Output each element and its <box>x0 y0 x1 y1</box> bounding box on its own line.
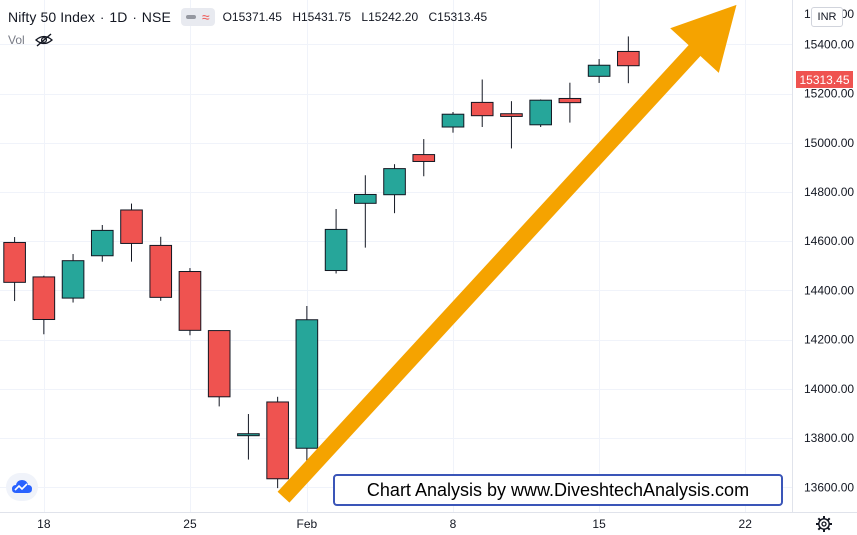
watermark-banner: Chart Analysis by www.DiveshtechAnalysis… <box>333 474 783 506</box>
candle-body <box>529 99 552 126</box>
candle[interactable] <box>470 79 494 128</box>
ohlc-key: L <box>361 10 369 24</box>
ohlc-value: 15242.20 <box>368 10 419 24</box>
candle[interactable] <box>529 99 552 128</box>
ohlc-value: 15431.75 <box>301 10 352 24</box>
price-tick-label: 15400.00 <box>804 37 854 51</box>
candle[interactable] <box>149 236 173 301</box>
candle[interactable] <box>178 268 202 336</box>
volume-label[interactable]: Vol <box>8 33 25 47</box>
candle[interactable] <box>295 305 319 473</box>
price-tick-label: 14400.00 <box>804 283 854 297</box>
candle[interactable] <box>558 82 582 123</box>
candle-body <box>470 101 494 117</box>
ohlc-key: C <box>428 10 438 24</box>
candle-body <box>120 209 143 244</box>
candle[interactable] <box>237 414 260 460</box>
candle[interactable] <box>500 101 523 149</box>
candle-body <box>383 168 406 196</box>
candle-body <box>61 260 85 299</box>
candle-body <box>207 330 231 398</box>
candle[interactable] <box>61 254 85 303</box>
candle[interactable] <box>441 112 465 133</box>
candle-body <box>354 193 377 204</box>
currency-button[interactable]: INR <box>811 7 843 27</box>
price-tick-label: 14000.00 <box>804 382 854 396</box>
chart-legend: Nifty 50 Index · 1D · NSE ≈ O15371.45 H1… <box>8 8 494 26</box>
candle[interactable] <box>32 275 56 335</box>
candle-body <box>558 97 582 104</box>
candle-body <box>441 113 465 128</box>
candle-body <box>3 241 26 283</box>
time-tick-label: Feb <box>297 517 318 531</box>
price-tick-label: 14200.00 <box>804 333 854 347</box>
time-tick-label: 25 <box>183 517 197 531</box>
price-tick-label: 13800.00 <box>804 431 854 445</box>
price-tick-label: 14800.00 <box>804 185 854 199</box>
ohlc-values: O15371.45 H15431.75 L15242.20 C15313.45 <box>223 10 495 24</box>
candle-body <box>295 319 319 449</box>
candle[interactable] <box>587 59 611 83</box>
interval-label[interactable]: 1D <box>109 9 128 25</box>
time-tick-label: 22 <box>739 517 753 531</box>
status-dot-icon <box>185 15 196 19</box>
time-tick-label: 8 <box>450 517 457 531</box>
price-tick-label: 14600.00 <box>804 234 854 248</box>
candle[interactable] <box>3 237 26 302</box>
eye-off-icon[interactable] <box>34 33 53 47</box>
candle-body <box>587 64 611 77</box>
candle[interactable] <box>90 224 114 262</box>
price-tick-label: 15000.00 <box>804 136 854 150</box>
candle[interactable] <box>207 330 231 407</box>
market-status-badge[interactable]: ≈ <box>180 8 215 26</box>
vertical-gridlines <box>44 0 746 512</box>
candle[interactable] <box>266 396 289 489</box>
symbol-title[interactable]: Nifty 50 Index <box>8 9 95 25</box>
candle[interactable] <box>120 203 143 262</box>
candle[interactable] <box>412 139 436 177</box>
exchange-label: NSE <box>141 9 171 25</box>
ohlc-value: 15371.45 <box>231 10 282 24</box>
candle-body <box>90 229 114 257</box>
volume-legend: Vol <box>8 33 53 47</box>
ohlc-value: 15313.45 <box>437 10 488 24</box>
time-tick-label: 15 <box>592 517 606 531</box>
time-axis-labels: 18 25 Feb 8 15 22 <box>37 517 752 531</box>
tradingview-logo-button[interactable] <box>6 473 38 501</box>
candle-body <box>266 401 289 480</box>
price-tick-label: 15200.00 <box>804 87 854 101</box>
candle[interactable] <box>383 164 406 214</box>
horizontal-gridlines <box>0 44 792 488</box>
candle-body <box>237 433 260 437</box>
cloud-logo-icon <box>12 480 32 493</box>
legend-separator: · <box>100 9 105 25</box>
settings-gear-icon[interactable] <box>815 515 833 533</box>
candle-body <box>149 244 173 298</box>
candle[interactable] <box>354 175 377 248</box>
candles-layer <box>3 36 640 489</box>
price-axis-labels: 13600.00 13800.00 14000.00 14200.00 14400.00… <box>804 7 854 494</box>
trend-arrow-annotation <box>277 4 737 503</box>
price-tick-label: 13600.00 <box>804 480 854 494</box>
last-price-label: 15313.45 <box>796 71 853 88</box>
time-tick-label: 18 <box>37 517 51 531</box>
ohlc-key: O <box>222 10 232 24</box>
candle-body <box>324 228 348 272</box>
ohlc-key: H <box>292 10 301 24</box>
approx-icon: ≈ <box>201 9 210 25</box>
candle-body <box>412 154 436 162</box>
candle-body <box>178 271 202 331</box>
candle-body <box>32 276 56 321</box>
candle[interactable] <box>617 36 640 84</box>
candle-body <box>617 50 640 67</box>
candle-body <box>500 113 523 117</box>
candle[interactable] <box>324 208 348 274</box>
arrow-shape[interactable] <box>277 4 737 503</box>
legend-separator: · <box>132 9 137 25</box>
